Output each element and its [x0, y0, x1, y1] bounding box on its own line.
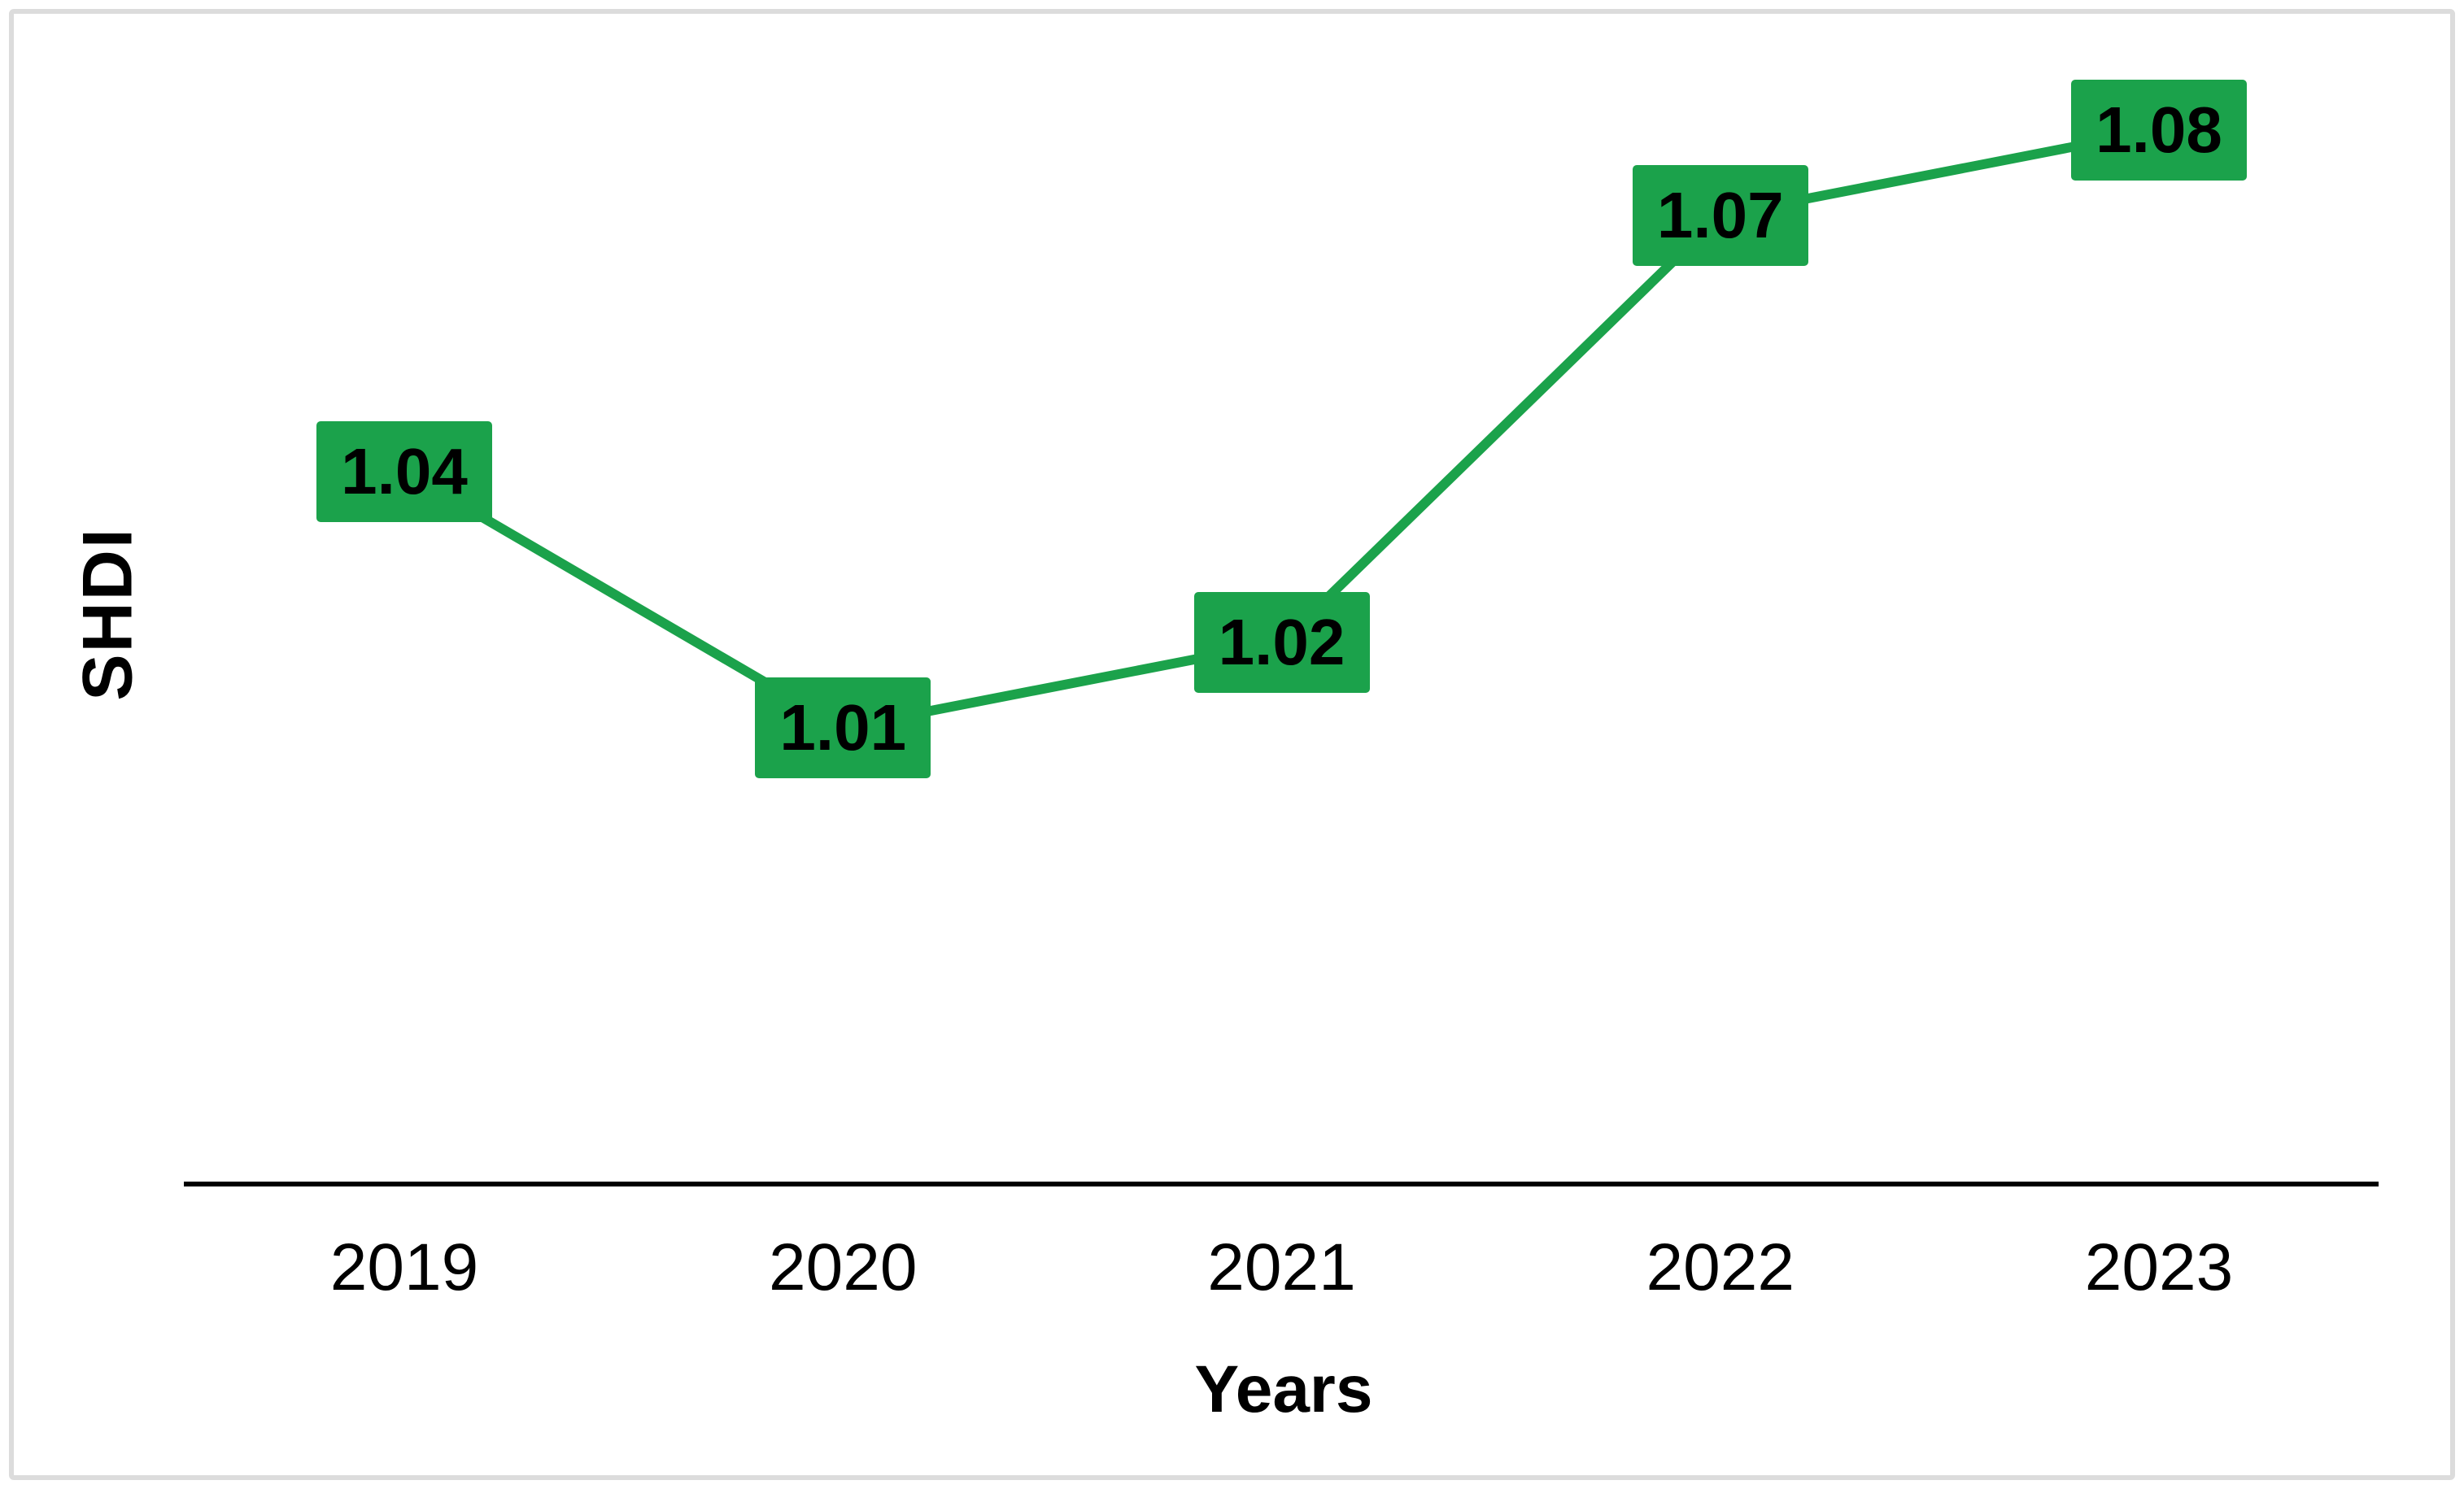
data-point-label-2022: 1.07: [1632, 165, 1808, 266]
data-point-label-2023: 1.08: [2071, 80, 2247, 181]
data-point-label-2020: 1.01: [755, 677, 931, 778]
chart-frame-border: [9, 9, 2455, 1480]
data-point-label-2019: 1.04: [316, 421, 492, 522]
data-point-label-2021: 1.02: [1193, 592, 1370, 693]
x-axis-title: Years: [1194, 1352, 1373, 1426]
x-tick-label-2023: 2023: [2084, 1230, 2234, 1304]
x-tick-label-2022: 2022: [1646, 1230, 1795, 1304]
x-tick-label-2019: 2019: [329, 1230, 479, 1304]
x-tick-label-2020: 2020: [769, 1230, 918, 1304]
x-tick-label-2021: 2021: [1207, 1230, 1356, 1304]
